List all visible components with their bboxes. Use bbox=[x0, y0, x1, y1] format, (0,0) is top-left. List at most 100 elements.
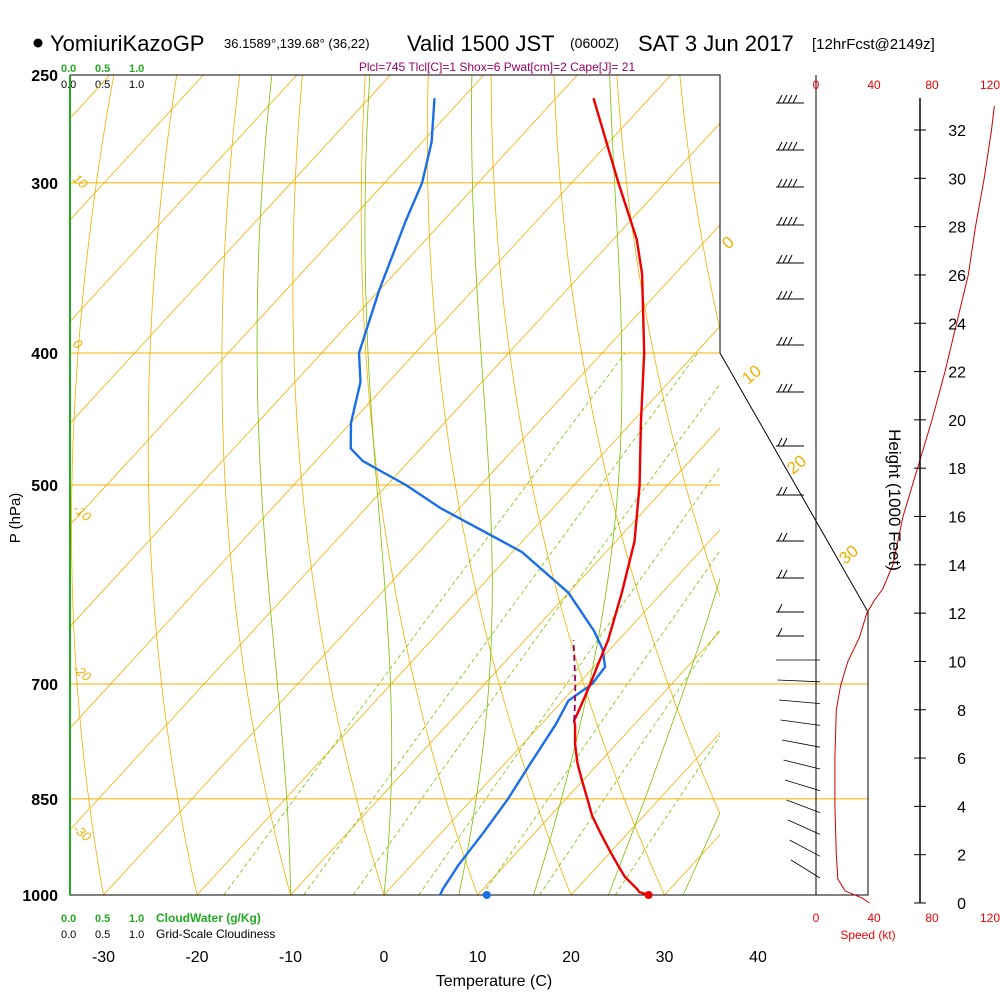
valid-zulu: (0600Z) bbox=[570, 35, 619, 51]
wind-barb bbox=[786, 799, 821, 813]
dry-adiabat-line bbox=[553, 75, 720, 815]
wind-barb bbox=[776, 532, 804, 542]
dry-adiabat-line bbox=[679, 75, 720, 332]
height-tick-label: 28 bbox=[948, 220, 966, 237]
mixing-ratio-line bbox=[614, 735, 720, 895]
dry-adiabat-line bbox=[989, 51, 1000, 924]
theta-e-label: 0 bbox=[718, 232, 737, 253]
wind-barb bbox=[780, 719, 821, 726]
moist-adiabat-line bbox=[364, 75, 393, 895]
cloudiness-tick-top-1: 0.5 bbox=[95, 79, 110, 91]
moist-adiabat-line bbox=[458, 75, 493, 895]
speed-tick-bottom: 0 bbox=[813, 911, 820, 925]
cloudiness-label: Grid-Scale Cloudiness bbox=[156, 927, 275, 941]
isotherm-line bbox=[383, 529, 720, 895]
wind-barb bbox=[776, 178, 804, 188]
theta-e-label: 10 bbox=[738, 361, 765, 388]
isotherm-line bbox=[70, 75, 204, 221]
mixing-ratio-line bbox=[539, 628, 720, 895]
height-axis-title: Height (1000 Feet) bbox=[885, 429, 904, 571]
mixing-ratio-label: 8 bbox=[470, 901, 485, 915]
height-tick-label: 4 bbox=[957, 799, 966, 816]
height-tick-label: 30 bbox=[948, 171, 966, 188]
cloud-tick-top-0: 0.0 bbox=[61, 63, 76, 75]
wind-barb bbox=[789, 839, 821, 857]
wind-barb bbox=[776, 290, 804, 300]
isotherm-line bbox=[477, 630, 720, 895]
theta-label: -30 bbox=[70, 821, 95, 845]
temperature-tick-label: 20 bbox=[562, 949, 580, 966]
pressure-tick-label: 400 bbox=[31, 346, 58, 363]
cloudiness-tick-bottom-1: 0.5 bbox=[95, 929, 110, 941]
mixing-ratio-label: 12 bbox=[527, 895, 547, 914]
height-tick-label: 12 bbox=[948, 606, 966, 623]
theta-label: -20 bbox=[70, 661, 95, 685]
isotherm-line bbox=[758, 75, 1000, 895]
wind-barb bbox=[783, 759, 821, 770]
height-tick-label: 10 bbox=[948, 654, 966, 671]
dry-adiabat-line bbox=[292, 75, 385, 895]
speed-tick-bottom: 80 bbox=[925, 911, 939, 925]
height-tick-label: 2 bbox=[957, 848, 966, 865]
height-tick-label: 20 bbox=[948, 413, 966, 430]
height-tick-label: 22 bbox=[948, 365, 966, 382]
moist-adiabat-line bbox=[682, 811, 720, 895]
dry-adiabat-line bbox=[426, 75, 572, 895]
dry-adiabat-line bbox=[864, 51, 1000, 924]
wind-barb bbox=[776, 94, 804, 104]
isotherm-line bbox=[852, 75, 1000, 895]
height-tick-label: 18 bbox=[948, 461, 966, 478]
temperature-tick-label: -10 bbox=[279, 949, 302, 966]
cloud-tick-bottom-0: 0.0 bbox=[61, 913, 76, 925]
dry-adiabat-line bbox=[616, 75, 720, 598]
forecast-run: [12hrFcst@2149z] bbox=[812, 36, 935, 53]
wind-barb bbox=[777, 679, 821, 683]
pressure-tick-label: 500 bbox=[31, 478, 58, 495]
cloud-tick-top-2: 1.0 bbox=[129, 63, 144, 75]
mixing-ratio-line bbox=[418, 466, 720, 895]
dry-adiabat-line bbox=[221, 75, 291, 895]
isotherm-line bbox=[70, 75, 391, 424]
height-tick-label: 32 bbox=[948, 123, 966, 140]
temperature-tick-label: 0 bbox=[380, 949, 389, 966]
dry-adiabats bbox=[71, 51, 1000, 924]
wind-barb bbox=[784, 779, 821, 792]
wind-barb bbox=[776, 141, 804, 151]
cloudiness-tick-top-2: 1.0 bbox=[129, 79, 144, 91]
wind-barb bbox=[776, 383, 804, 393]
dry-adiabat-line bbox=[147, 75, 198, 895]
mixing-ratio-label: 20 bbox=[603, 895, 623, 914]
mixing-ratio-line bbox=[223, 352, 626, 895]
wind-barb bbox=[776, 437, 804, 447]
mixing-ratio-label: 2 bbox=[291, 901, 306, 915]
cloudiness-tick-bottom-0: 0.0 bbox=[61, 929, 76, 941]
speed-tick-bottom: 40 bbox=[867, 911, 881, 925]
height-tick-label: 16 bbox=[948, 510, 966, 527]
x-axis-title: Temperature (C) bbox=[436, 973, 552, 990]
height-tick-label: 8 bbox=[957, 703, 966, 720]
mixing-ratio-line bbox=[352, 383, 720, 895]
valid-time: Valid 1500 JST bbox=[407, 31, 555, 56]
temperature-tick-label: -30 bbox=[92, 949, 115, 966]
mixing-ratio-label: 3 bbox=[341, 901, 356, 915]
wind-barb bbox=[776, 254, 804, 264]
pressure-tick-label: 250 bbox=[31, 68, 58, 85]
speed-axis-title: Speed (kt) bbox=[840, 928, 895, 942]
pressure-tick-label: 850 bbox=[31, 792, 58, 809]
profiles-layer bbox=[349, 97, 653, 899]
cloud-scale-bottom: 0.0 0.5 1.0 CloudWater (g/Kg) 0.0 0.5 1.… bbox=[61, 911, 275, 941]
pressure-tick-label: 700 bbox=[31, 677, 58, 694]
theta-label: 10 bbox=[70, 171, 91, 192]
cloudiness-tick-bottom-2: 1.0 bbox=[129, 929, 144, 941]
wind-barb bbox=[776, 336, 804, 346]
temperature-tick-label: 30 bbox=[656, 949, 674, 966]
temperature-tick-label: -20 bbox=[185, 949, 208, 966]
cloudiness-tick-top-0: 0.0 bbox=[61, 79, 76, 91]
speed-tick-bottom: 120 bbox=[980, 911, 1000, 925]
stability-indices: Plcl=745 Tlcl[C]=1 Shox=6 Pwat[cm]=2 Cap… bbox=[359, 60, 636, 74]
moist-adiabat-line bbox=[758, 75, 1000, 895]
wind-barb bbox=[790, 859, 821, 879]
